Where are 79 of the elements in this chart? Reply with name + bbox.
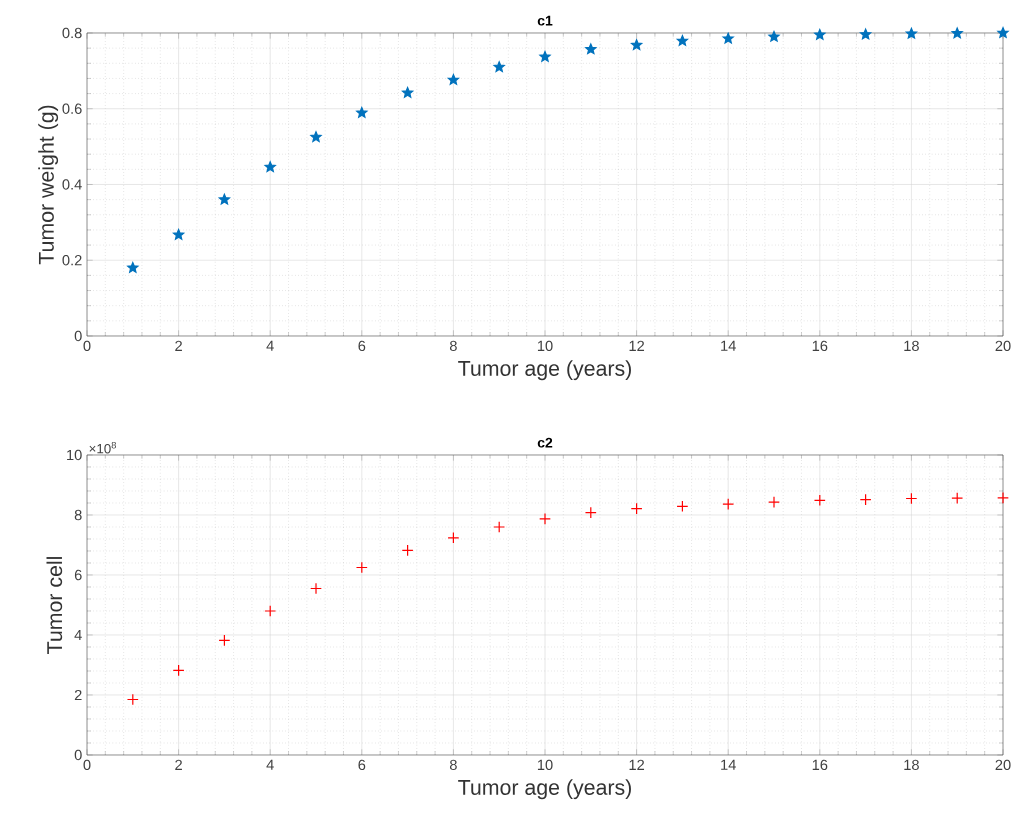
point: [127, 261, 139, 273]
point: [126, 693, 139, 706]
point: [722, 498, 735, 511]
x-tick-label: 14: [721, 340, 736, 351]
x-tick-label: 6: [358, 759, 366, 771]
point: [218, 634, 231, 647]
point: [584, 506, 597, 519]
point: [539, 512, 551, 525]
point: [630, 502, 643, 515]
point: [722, 32, 734, 44]
y-tick-label: 0.6: [62, 103, 82, 114]
point: [356, 106, 368, 118]
point: [264, 605, 277, 617]
point: [813, 494, 826, 507]
y-tick-label: 8: [74, 509, 82, 521]
y-tick-label: 6: [74, 569, 82, 581]
point: [355, 561, 368, 574]
y-tick-label: 2: [74, 689, 82, 701]
chart-title: c2: [537, 437, 553, 448]
x-tick-label: 4: [266, 340, 274, 351]
y-tick-label: 0.4: [62, 179, 82, 190]
point: [951, 492, 964, 505]
y-axis-title: Tumor cell: [46, 557, 63, 654]
x-tick-label: 6: [358, 340, 366, 352]
point: [310, 582, 322, 595]
point: [905, 492, 918, 505]
x-axis-title: Tumor age (years): [458, 360, 631, 381]
point: [172, 228, 185, 240]
x-tick-label: 10: [537, 759, 553, 771]
x-tick-label: 12: [629, 759, 645, 770]
point: [859, 493, 872, 506]
x-tick-label: 20: [995, 340, 1011, 352]
point: [905, 27, 918, 39]
y-tick-label: 4: [74, 629, 82, 641]
y-tick-label: 0: [74, 330, 82, 342]
point: [768, 30, 780, 42]
x-tick-label: 0: [83, 759, 91, 771]
point: [951, 27, 963, 39]
x-tick-label: 10: [537, 340, 553, 352]
x-tick-label: 20: [995, 759, 1011, 771]
point: [859, 28, 872, 40]
y-tick-label: 0: [74, 749, 82, 761]
point: [676, 35, 689, 46]
point: [768, 496, 780, 509]
point: [676, 500, 689, 513]
point: [310, 131, 322, 143]
x-tick-label: 4: [266, 759, 274, 770]
x-tick-label: 14: [721, 759, 736, 770]
y-tick-label: 0.8: [62, 27, 82, 39]
x-tick-label: 8: [449, 340, 457, 352]
chart-title: c1: [537, 15, 553, 26]
x-axis-title: Tumor age (years): [458, 779, 631, 800]
x-tick-label: 2: [175, 340, 182, 351]
point: [264, 161, 276, 172]
point: [447, 531, 460, 544]
point: [447, 74, 460, 85]
x-tick-label: 16: [812, 759, 828, 771]
point: [218, 193, 231, 205]
point: [585, 43, 597, 55]
x-tick-label: 0: [83, 340, 91, 352]
point: [172, 664, 185, 677]
x-tick-label: 8: [449, 759, 457, 771]
x-tick-label: 2: [175, 759, 182, 770]
point: [493, 61, 505, 72]
y-axis-title: Tumor weight (g): [38, 105, 59, 265]
point: [997, 491, 1009, 504]
point: [493, 521, 506, 533]
y-tick-label: 0.2: [62, 255, 82, 266]
point: [539, 50, 551, 62]
point: [814, 28, 826, 40]
text: ×10$^{8}$: [89, 441, 117, 454]
y-tick-label: 10: [67, 449, 82, 461]
point: [401, 544, 414, 557]
x-tick-label: 18: [904, 759, 919, 771]
x-tick-label: 18: [904, 340, 919, 352]
x-tick-label: 16: [812, 340, 828, 352]
point: [401, 86, 414, 98]
x-tick-label: 12: [629, 340, 645, 351]
point: [630, 39, 643, 51]
